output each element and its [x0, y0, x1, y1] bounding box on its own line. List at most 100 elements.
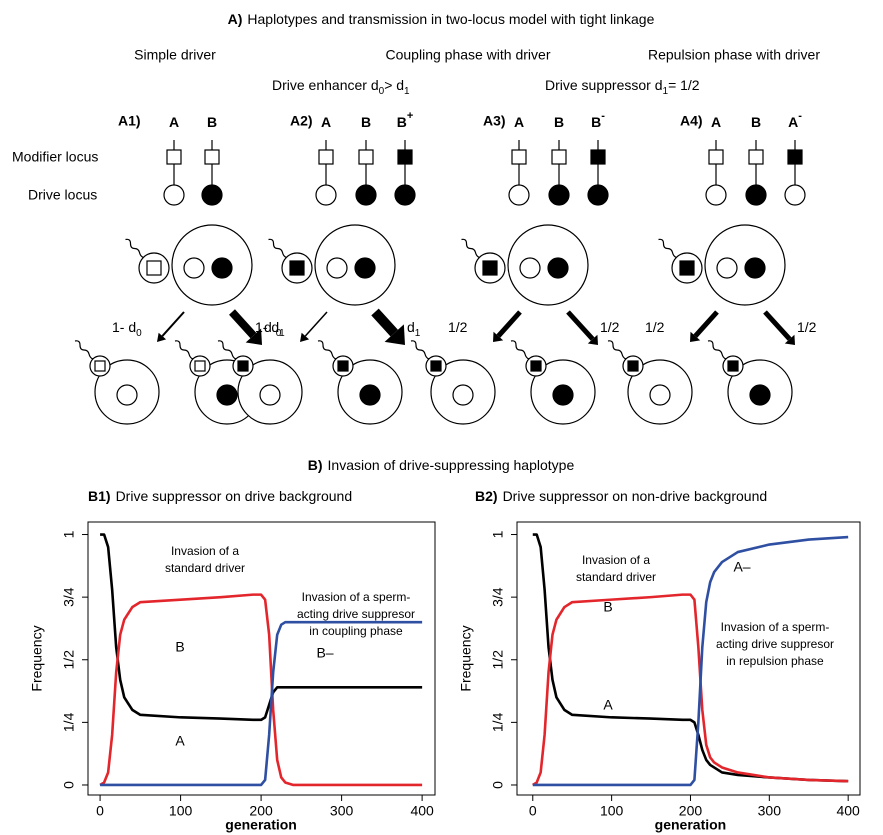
- haplotype-sup: -: [601, 110, 605, 122]
- annotation: acting drive suppresor: [716, 637, 834, 651]
- column-subheader: Drive suppressor d1= 1/2: [545, 77, 700, 97]
- annotation: standard driver: [576, 570, 656, 584]
- arrow-shaft: [161, 311, 185, 337]
- sperm-tail: [410, 340, 430, 360]
- panel-label: B): [308, 457, 323, 473]
- modifier-allele: [430, 360, 442, 372]
- arrow-head: [690, 331, 701, 342]
- text-part: 1/2: [645, 319, 665, 335]
- y-tick-label: 0: [61, 781, 77, 789]
- subscript: 1: [404, 86, 410, 97]
- drive-allele: [326, 257, 348, 279]
- series-label: A: [175, 733, 185, 749]
- haplotype-label: B: [751, 114, 761, 130]
- sperm-tail: [461, 238, 480, 259]
- text-part: > d: [384, 77, 404, 93]
- y-tick-label: 1/2: [490, 650, 506, 670]
- drive-allele: [452, 384, 474, 406]
- series-line: [100, 620, 423, 787]
- drive-allele: [705, 184, 727, 206]
- arrow-shaft: [763, 310, 792, 341]
- subscript: 0: [379, 86, 385, 97]
- modifier-allele: [590, 149, 606, 165]
- drive-allele: [183, 257, 205, 279]
- arrow-head: [245, 328, 262, 345]
- panel-label: A): [228, 11, 243, 27]
- y-tick-label: 0: [490, 781, 506, 789]
- sperm-tail: [658, 238, 677, 259]
- drive-allele: [548, 184, 570, 206]
- text-part: 1- d: [255, 319, 279, 335]
- annotation: in coupling phase: [309, 624, 403, 638]
- transmission-label: d1: [407, 319, 421, 339]
- modifier-allele: [358, 149, 374, 165]
- modifier-allele: [289, 260, 305, 276]
- drive-allele: [163, 184, 185, 206]
- panel-title: Haplotypes and transmission in two-locus…: [247, 11, 654, 27]
- row-label: Drive locus: [28, 187, 97, 203]
- series-label: B: [175, 639, 184, 655]
- modifier-allele: [727, 360, 739, 372]
- haplotype-name: B: [207, 114, 217, 130]
- drive-allele: [216, 384, 238, 406]
- series-label: B–: [316, 645, 333, 661]
- drive-allele: [745, 184, 767, 206]
- y-tick-label: 1/4: [61, 712, 77, 732]
- y-axis-label: Frequency: [29, 625, 45, 691]
- sperm-tail: [607, 340, 627, 360]
- transmission-label: 1/2: [797, 319, 817, 335]
- arrow-shaft: [229, 309, 257, 339]
- text-part: Drive suppressor d: [545, 77, 663, 93]
- arrow-shaft: [304, 311, 328, 337]
- text-part: d: [264, 319, 276, 335]
- text-part: 1- d: [112, 319, 136, 335]
- column-header: Coupling phase with driver: [386, 47, 551, 63]
- x-axis-label: generation: [655, 817, 727, 833]
- modifier-allele: [787, 149, 803, 165]
- subscript: 1: [663, 86, 669, 97]
- sperm-tail: [317, 340, 337, 360]
- drive-allele: [716, 257, 738, 279]
- x-tick-label: 400: [410, 803, 434, 819]
- haplotype-label: B-: [591, 110, 605, 130]
- haplotype-name: A: [169, 114, 179, 130]
- haplotype-label: A: [169, 114, 179, 130]
- modifier-allele: [146, 260, 162, 276]
- column-header: Simple driver: [134, 47, 216, 63]
- sperm-tail: [510, 340, 530, 360]
- sperm-tail: [174, 340, 194, 360]
- drive-allele: [315, 184, 337, 206]
- series-label: A–: [733, 559, 750, 575]
- panel-label: B1): [88, 488, 111, 504]
- column-subheader: Drive enhancer d0> d1: [272, 77, 410, 97]
- drive-allele: [649, 384, 671, 406]
- panel-label: A4): [680, 113, 703, 129]
- series-line: [100, 533, 423, 722]
- transmission-label: 1/2: [645, 319, 665, 335]
- text-part: Drive enhancer d: [272, 77, 379, 93]
- transmission-label: 1- d0: [112, 319, 142, 339]
- drive-allele: [508, 184, 530, 206]
- annotation: Invasion of a: [582, 553, 650, 567]
- x-axis-label: generation: [225, 817, 297, 833]
- haplotype-label: B: [207, 114, 217, 130]
- y-tick-label: 3/4: [490, 587, 506, 607]
- text-part: 1/2: [448, 319, 468, 335]
- arrow-head: [300, 332, 310, 342]
- modifier-allele: [194, 360, 206, 372]
- y-tick-label: 1: [61, 530, 77, 538]
- column-header: Repulsion phase with driver: [648, 47, 820, 63]
- arrow-shaft: [496, 310, 522, 338]
- drive-allele: [547, 257, 569, 279]
- drive-allele: [394, 184, 416, 206]
- modifier-allele: [318, 149, 334, 165]
- modifier-allele: [237, 360, 249, 372]
- haplotype-name: A: [514, 114, 524, 130]
- arrow-head: [493, 331, 504, 342]
- y-tick-label: 3/4: [61, 587, 77, 607]
- text-part: d: [407, 319, 415, 335]
- haplotype-name: B: [554, 114, 564, 130]
- annotation: in repulsion phase: [726, 654, 824, 668]
- series-label: B: [603, 599, 612, 615]
- haplotype-sup: -: [798, 110, 802, 122]
